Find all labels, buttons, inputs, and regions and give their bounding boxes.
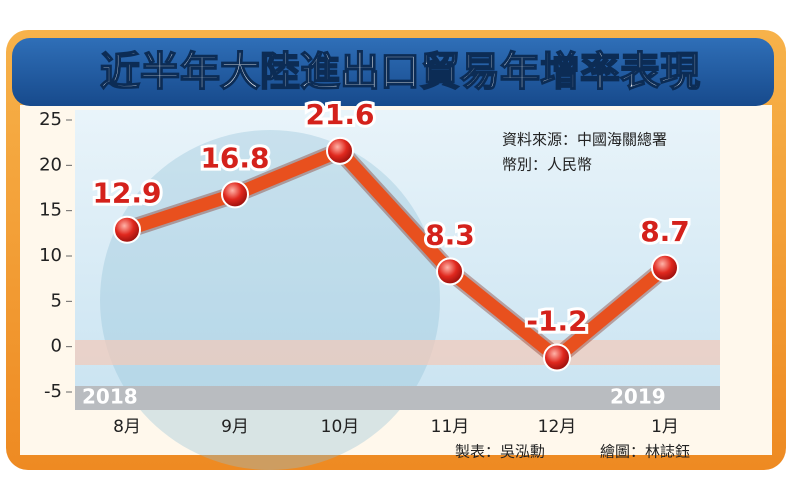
data-label: 8.3: [425, 218, 475, 251]
x-tick-label: 9月: [221, 417, 249, 437]
y-tick-label: 0: [51, 336, 62, 357]
point: [436, 257, 464, 286]
x-tick-label: 11月: [431, 417, 470, 437]
negative-band: [75, 340, 720, 365]
year-band: [75, 386, 720, 410]
data-label: 8.7: [640, 215, 690, 248]
x-tick-label: 12月: [538, 417, 577, 437]
point: [113, 215, 141, 244]
line: [124, 144, 670, 365]
credit: 製表：吳泓勳: [455, 443, 545, 461]
y-tick-label: 20: [39, 154, 62, 175]
data-label: -1.2: [526, 305, 587, 338]
annotation: 資料來源：中國海關總署: [502, 131, 667, 149]
year-label: 2019: [610, 385, 666, 409]
annotation: 幣別：人民幣: [502, 156, 592, 174]
x-tick-label: 1月: [651, 417, 679, 437]
data-label: 21.6: [305, 98, 374, 131]
chart-title: 近半年大陸進出口貿易年增率表現: [100, 49, 700, 95]
data-label: 16.8: [200, 141, 269, 174]
x-tick-label: 10月: [321, 417, 360, 437]
point: [326, 136, 354, 165]
y-tick-label: 5: [51, 290, 62, 311]
y-tick-label: -5: [44, 381, 62, 402]
x-tick-label: 8月: [113, 417, 141, 437]
y-tick-label: 25: [39, 109, 62, 130]
year-label: 2018: [82, 385, 138, 409]
y-tick-label: 10: [39, 245, 62, 266]
point: [221, 180, 249, 209]
credit: 繪圖：林誌鈺: [600, 443, 690, 461]
point: [543, 343, 571, 372]
data-label: 12.9: [92, 177, 161, 210]
y-tick-label: 15: [39, 200, 62, 221]
title-bar: [12, 38, 774, 106]
point: [651, 253, 679, 282]
